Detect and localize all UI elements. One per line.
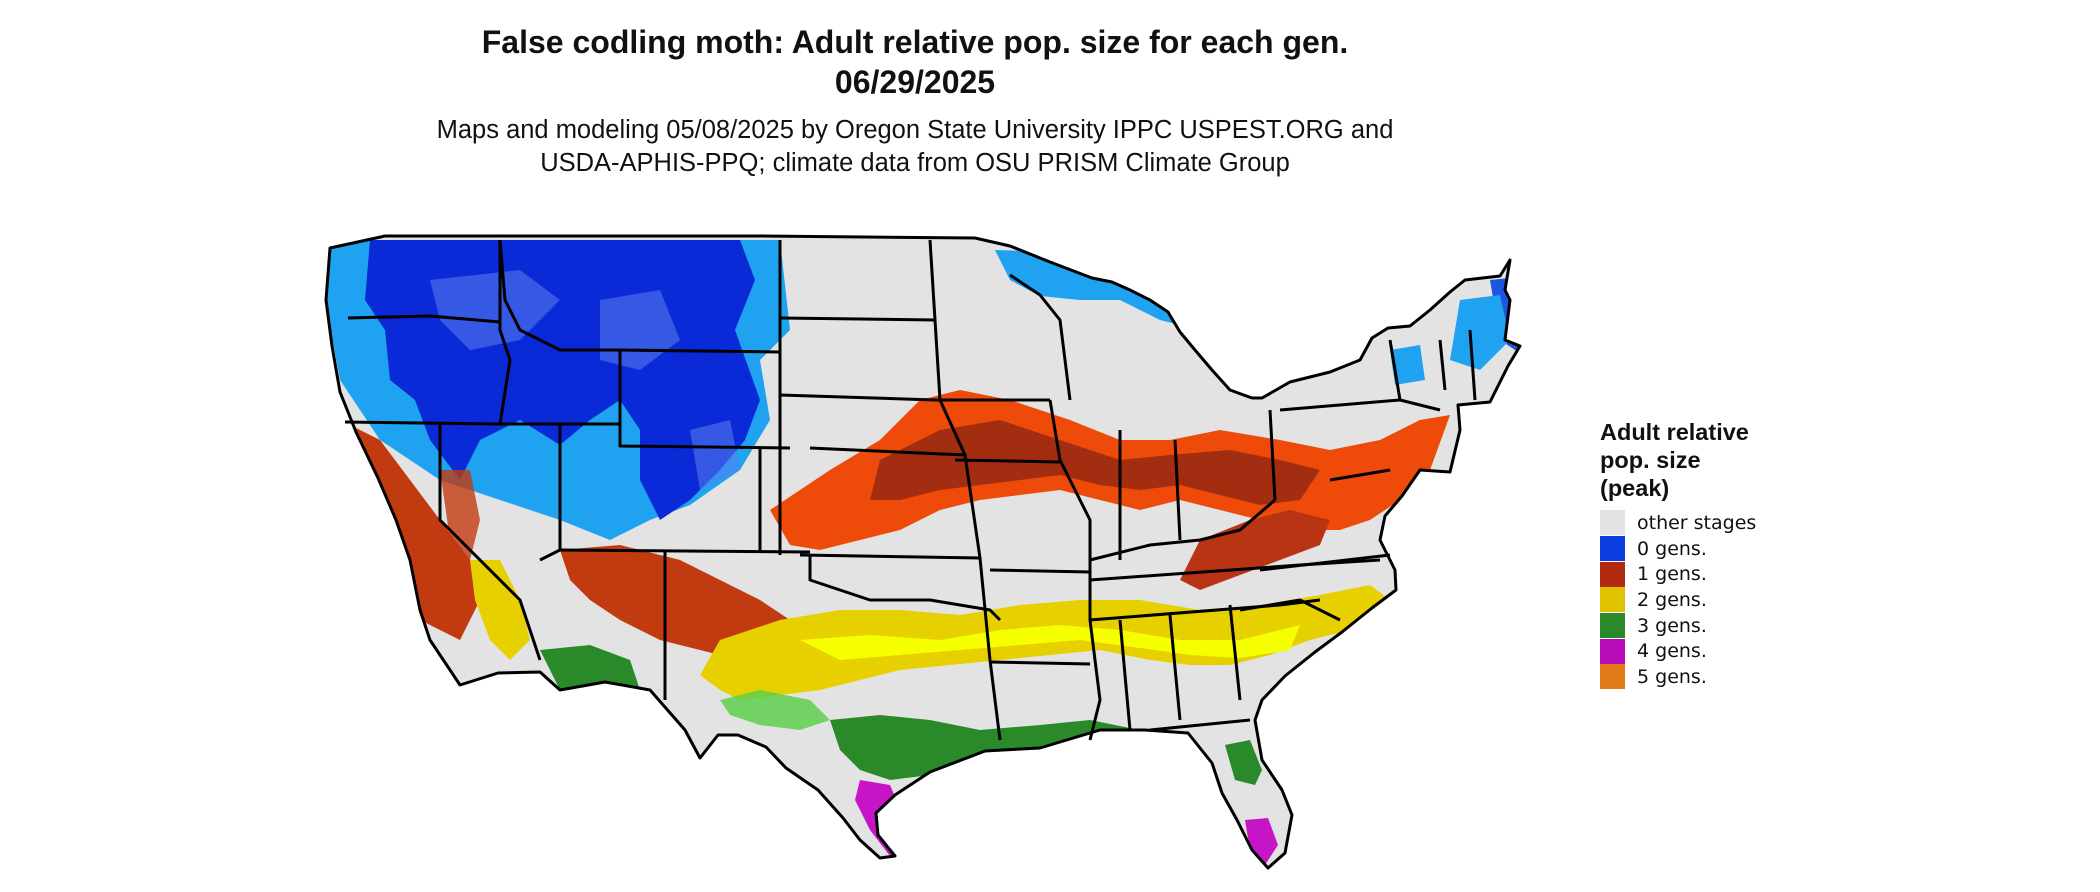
legend-swatch xyxy=(1600,613,1625,639)
zone-0-gens-michigan xyxy=(995,250,1200,330)
border-oh-pa xyxy=(1268,409,1277,501)
legend-swatch xyxy=(1600,664,1625,690)
legend-title-line1: Adult relative xyxy=(1600,419,1749,445)
legend-label: 5 gens. xyxy=(1637,665,1707,688)
generation-zones xyxy=(326,240,1520,865)
legend-item: 2 gens. xyxy=(1600,587,1840,613)
legend-swatch xyxy=(1600,536,1625,562)
border-ca-nv xyxy=(438,424,542,661)
legend-label: other stages xyxy=(1637,511,1757,534)
border-nc-sc xyxy=(1239,598,1341,622)
border-md-de xyxy=(1329,468,1391,482)
border-va-nc xyxy=(1259,553,1391,572)
legend-title-line2: pop. size xyxy=(1600,447,1701,473)
border-ks-ok xyxy=(799,553,981,560)
border-ne-ks xyxy=(809,446,966,457)
zone-3-gens-light-fringe xyxy=(720,690,830,730)
map-subtitle: Maps and modeling 05/08/2025 by Oregon S… xyxy=(0,114,1830,180)
legend-swatch xyxy=(1600,561,1625,587)
border-ia-mo xyxy=(954,458,1061,464)
zone-2-gens-arizona xyxy=(470,560,530,660)
border-pa-ny xyxy=(1279,398,1401,412)
border-nd-sd xyxy=(779,316,936,322)
legend-title-line3: (peak) xyxy=(1600,475,1670,501)
border-ar-la xyxy=(989,660,1091,666)
zone-1-gens-southwest xyxy=(560,545,790,660)
subtitle-line1: Maps and modeling 05/08/2025 by Oregon S… xyxy=(436,116,1394,144)
legend-item: 3 gens. xyxy=(1600,613,1840,639)
border-or-ca-nv xyxy=(344,420,501,426)
legend-label: 2 gens. xyxy=(1637,588,1707,611)
legend-label: 0 gens. xyxy=(1637,537,1707,560)
map-title: False codling moth: Adult relative pop. … xyxy=(481,24,1349,60)
legend-item: 1 gens. xyxy=(1600,561,1840,587)
border-wi-mi xyxy=(1009,273,1072,401)
legend-label: 3 gens. xyxy=(1637,614,1707,637)
border-or-id xyxy=(498,240,512,425)
border-sd-ne xyxy=(779,393,936,402)
zone-0-gens-maine-light xyxy=(1390,295,1510,385)
zone-2-gens-southern-belt-bright xyxy=(800,625,1300,660)
border-mt-id xyxy=(498,239,561,352)
state-borders xyxy=(324,234,1522,870)
border-wa-or xyxy=(347,314,501,324)
zone-3-gens-florida xyxy=(1225,740,1262,785)
legend-label: 1 gens. xyxy=(1637,563,1707,586)
border-ok-tx xyxy=(808,555,1002,622)
legend-item: other stages xyxy=(1600,510,1840,536)
zone-0-gens-nw-speckle xyxy=(430,270,740,490)
border-fl-ga xyxy=(1149,718,1251,732)
subtitle-line2: USDA-APHIS-PPQ; climate data from OSU PR… xyxy=(540,149,1290,177)
legend-title: Adult relative pop. size (peak) xyxy=(1600,418,1840,502)
zone-1-gens-nevada xyxy=(440,470,480,560)
zone-1-gens-central-belt-dark xyxy=(870,420,1320,505)
border-mo-ar xyxy=(989,568,1091,574)
legend-item: 5 gens. xyxy=(1600,664,1840,690)
border-in-oh xyxy=(1173,439,1182,541)
legend-item: 0 gens. xyxy=(1600,536,1840,562)
map-date: 06/29/2025 xyxy=(834,64,996,100)
title-block: False codling moth: Adult relative pop. … xyxy=(0,22,1830,180)
border-mississippi xyxy=(1048,399,1102,741)
border-vt-nh-me xyxy=(1438,329,1477,401)
legend-label: 4 gens. xyxy=(1637,640,1707,663)
legend-swatch xyxy=(1600,587,1625,613)
border-ut-az-co-nm xyxy=(559,548,811,554)
legend-swatch xyxy=(1600,510,1625,536)
legend: Adult relative pop. size (peak) other st… xyxy=(1600,418,1840,690)
legend-items: other stages 0 gens. 1 gens. 2 gens. 3 gens.… xyxy=(1600,510,1840,690)
border-wy-co-ut xyxy=(618,350,791,450)
border-ohio-river xyxy=(1089,498,1276,562)
legend-swatch xyxy=(1600,638,1625,664)
border-ms-al-ga xyxy=(1118,604,1242,731)
border-ny-new-england xyxy=(1388,339,1441,412)
border-east-plains xyxy=(928,239,1002,741)
legend-item: 4 gens. xyxy=(1600,638,1840,664)
